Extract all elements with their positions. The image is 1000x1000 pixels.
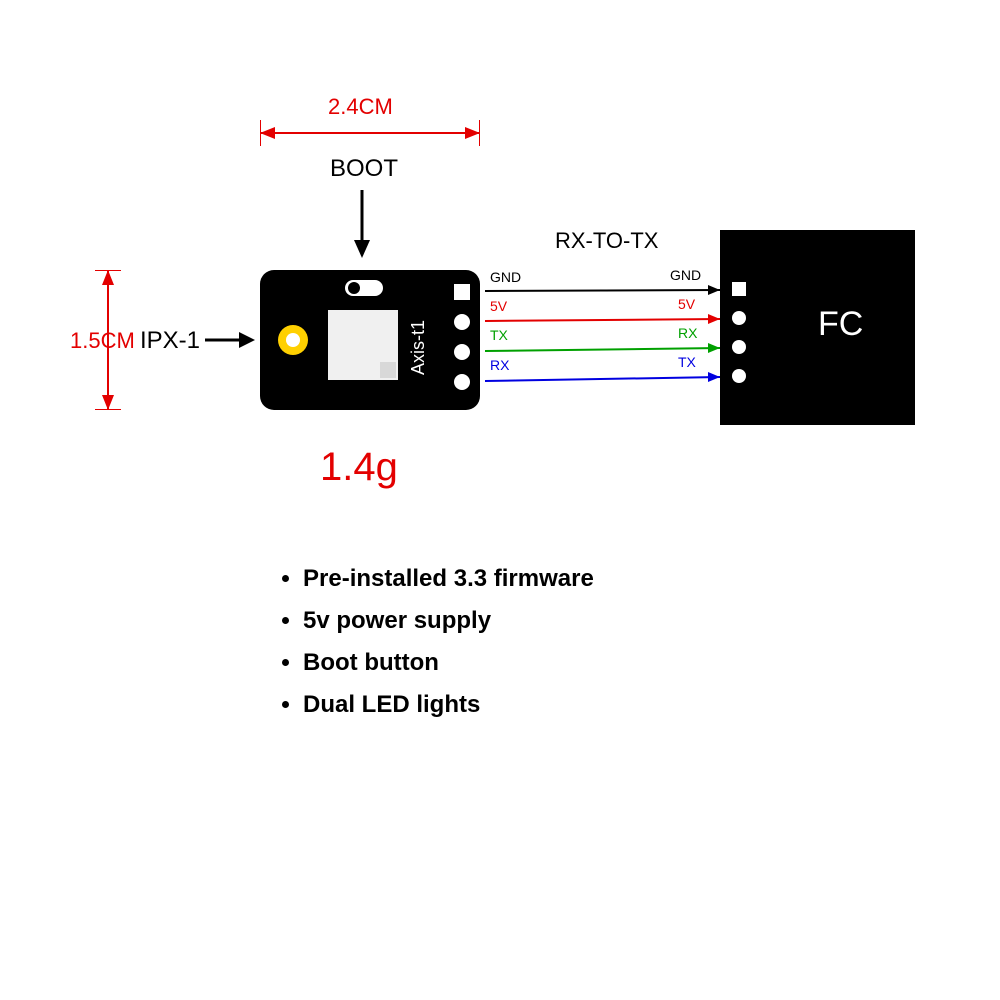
ipx-arrow: [205, 330, 257, 350]
wire-right-gnd: GND: [670, 267, 701, 283]
module-pad-gnd: [454, 284, 470, 300]
width-dimension: [260, 120, 480, 160]
wire-left-gnd: GND: [490, 269, 521, 285]
feature-item: 5v power supply: [303, 607, 594, 635]
rx-to-tx-label: RX-TO-TX: [555, 228, 658, 254]
fc-board: FC: [720, 230, 915, 425]
wire-left-5v: 5V: [490, 298, 507, 314]
feature-item: Boot button: [303, 649, 594, 677]
wire-left-rx: RX: [490, 357, 509, 373]
fc-pad-gnd: [732, 282, 746, 296]
module-name: Axis-t1: [408, 320, 429, 375]
height-label: 1.5CM: [70, 328, 135, 354]
ipx-label: IPX-1: [140, 327, 200, 355]
feature-item: Pre-installed 3.3 firmware: [303, 565, 594, 593]
fc-label: FC: [818, 305, 863, 344]
module-pad-rx: [454, 374, 470, 390]
module-pad-5v: [454, 314, 470, 330]
wire-right-5v: 5V: [678, 296, 695, 312]
ipx-connector-icon: [278, 325, 308, 355]
wire-left-tx: TX: [490, 327, 508, 343]
weight-label: 1.4g: [320, 445, 398, 490]
fc-pad-5v: [732, 311, 746, 325]
wire-right-tx: TX: [678, 354, 696, 370]
fc-pad-tx: [732, 369, 746, 383]
width-label: 2.4CM: [328, 94, 393, 120]
feature-item: Dual LED lights: [303, 691, 594, 719]
boot-button-icon: [345, 280, 383, 296]
module-pad-tx: [454, 344, 470, 360]
chip-icon: [328, 310, 398, 380]
feature-list: Pre-installed 3.3 firmware 5v power supp…: [275, 565, 594, 733]
wire-right-rx: RX: [678, 325, 697, 341]
boot-label: BOOT: [330, 155, 398, 183]
fc-pad-rx: [732, 340, 746, 354]
boot-arrow: [352, 190, 372, 260]
module-board: Axis-t1: [260, 270, 480, 410]
